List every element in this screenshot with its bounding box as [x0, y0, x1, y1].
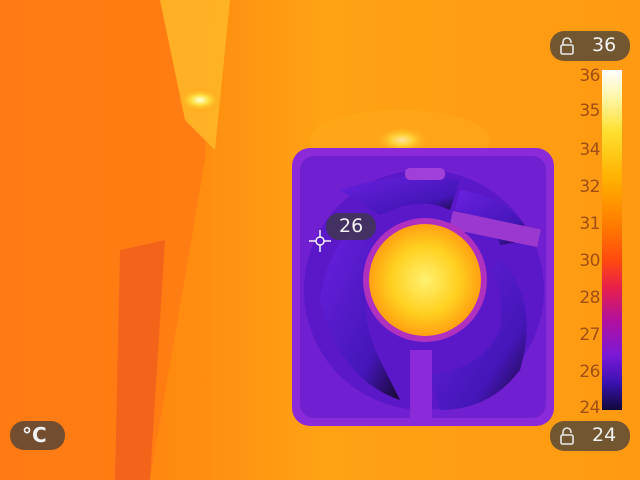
scale-tick: 30 — [579, 251, 600, 271]
scale-tick: 36 — [579, 66, 600, 86]
fan-latch — [405, 168, 445, 180]
lock-icon — [560, 427, 574, 445]
scale-tick: 28 — [579, 288, 600, 308]
min-temp-lock[interactable]: 24 — [550, 421, 630, 451]
scale-tick: 27 — [579, 325, 600, 345]
scale-tick: 31 — [579, 214, 600, 234]
lock-icon — [560, 37, 574, 55]
scale-tick: 32 — [579, 177, 600, 197]
unit-toggle-button[interactable]: °C — [10, 421, 65, 450]
spot-temp-readout: 26 — [326, 213, 376, 240]
scale-ticks: 36 35 34 32 31 30 28 27 26 24 — [560, 68, 600, 416]
spot-temp-value: 26 — [339, 215, 363, 237]
scale-tick: 26 — [579, 362, 600, 382]
scale-tick: 24 — [579, 398, 600, 418]
unit-label: °C — [22, 423, 47, 447]
max-temp-lock[interactable]: 36 — [550, 31, 630, 61]
min-temp-value: 24 — [592, 424, 616, 446]
color-scale-bar — [602, 70, 622, 410]
fan-hub — [369, 224, 481, 336]
scale-tick: 34 — [579, 140, 600, 160]
scale-tick: 35 — [579, 101, 600, 121]
fan-strut-bottom — [410, 350, 432, 420]
hot-spot-left — [178, 88, 222, 112]
max-temp-value: 36 — [592, 34, 616, 56]
